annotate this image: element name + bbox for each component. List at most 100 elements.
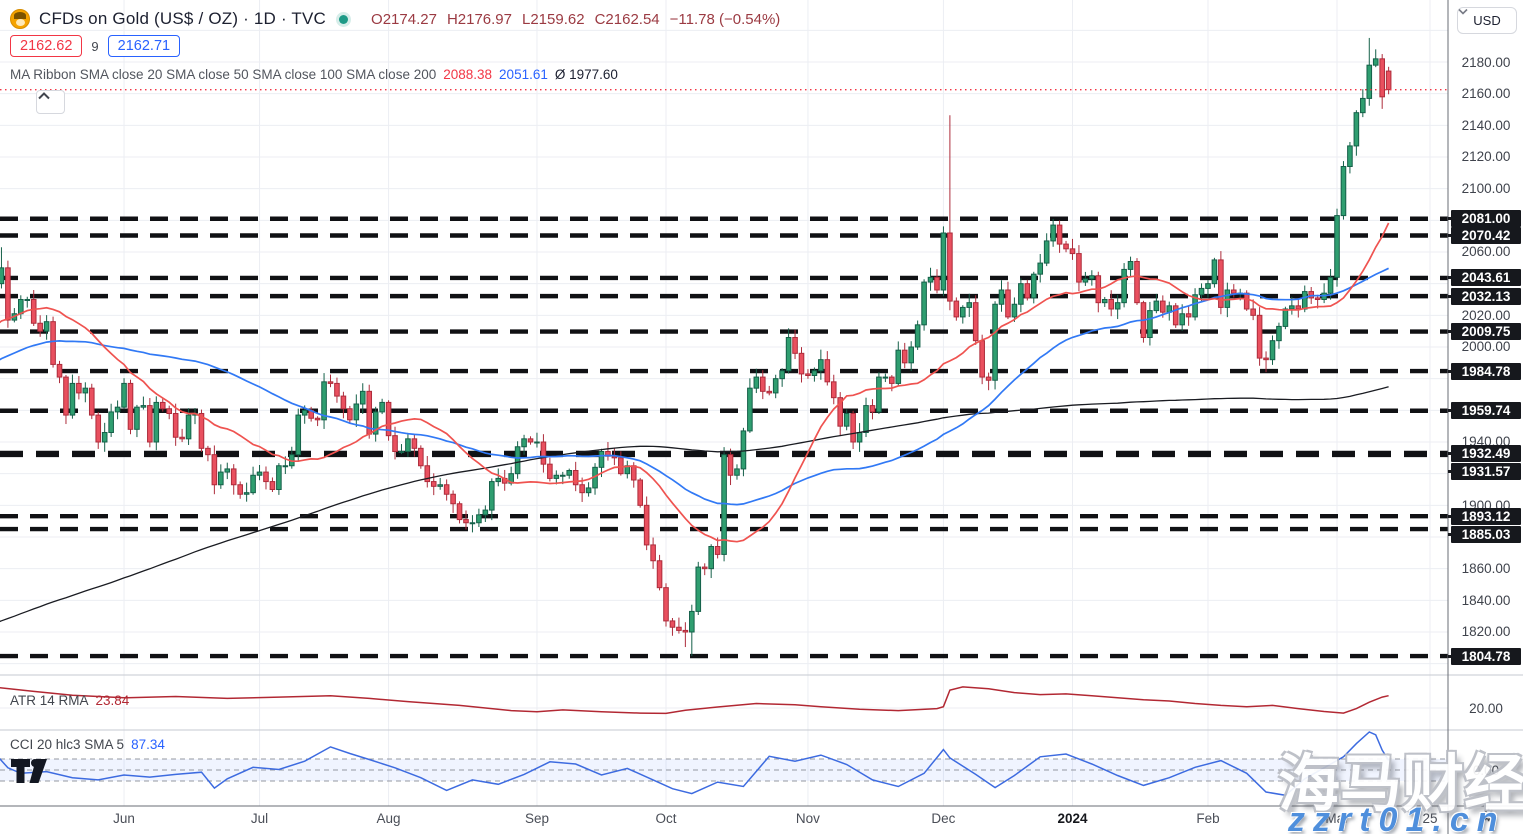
candle-down[interactable] <box>211 454 218 486</box>
cci-indicator-legend[interactable]: CCI 20 hlc3 SMA 5 87.34 <box>10 737 165 752</box>
candle-down[interactable] <box>837 397 844 427</box>
candle-up[interactable] <box>1114 302 1121 310</box>
candle-down[interactable] <box>418 447 424 467</box>
buy-ask-button[interactable]: 2162.71 <box>107 35 181 57</box>
candle-up[interactable] <box>960 306 966 318</box>
candle-down[interactable] <box>1308 291 1315 299</box>
candle-up[interactable] <box>534 441 540 444</box>
candle-up[interactable] <box>82 387 89 394</box>
candle-up[interactable] <box>224 468 231 473</box>
candle-up[interactable] <box>843 412 850 427</box>
candle-up[interactable] <box>1372 58 1379 66</box>
candle-down[interactable] <box>792 336 798 354</box>
candle-down[interactable] <box>463 519 469 524</box>
candle-up[interactable] <box>927 276 934 283</box>
candle-down[interactable] <box>237 484 243 495</box>
candle-down[interactable] <box>411 438 418 449</box>
candle-down[interactable] <box>701 566 708 570</box>
candle-down[interactable] <box>985 376 992 381</box>
candle-up[interactable] <box>321 381 327 421</box>
candle-up[interactable] <box>121 382 127 408</box>
candle-up[interactable] <box>1127 260 1134 270</box>
candle-down[interactable] <box>889 376 895 384</box>
candle-down[interactable] <box>953 300 960 318</box>
candle-up[interactable] <box>18 298 24 315</box>
candle-up[interactable] <box>779 370 785 380</box>
candle-up[interactable] <box>566 469 573 476</box>
candle-up[interactable] <box>598 450 605 468</box>
candle-down[interactable] <box>759 376 766 392</box>
candle-up[interactable] <box>243 492 250 495</box>
candle-up[interactable] <box>553 474 560 479</box>
candle-up[interactable] <box>753 376 760 389</box>
candle-down[interactable] <box>869 405 876 413</box>
candle-down[interactable] <box>430 481 437 487</box>
candle-up[interactable] <box>185 414 192 440</box>
candle-up[interactable] <box>785 336 792 372</box>
candle-down[interactable] <box>147 405 153 443</box>
candle-up[interactable] <box>1121 268 1127 304</box>
candle-down[interactable] <box>88 387 95 416</box>
candle-down[interactable] <box>172 412 179 438</box>
candle-up[interactable] <box>1030 273 1037 299</box>
candle-down[interactable] <box>347 408 353 421</box>
candle-down[interactable] <box>179 436 185 440</box>
candle-down[interactable] <box>159 401 166 410</box>
candle-up[interactable] <box>101 431 108 443</box>
candle-up[interactable] <box>43 321 50 332</box>
candle-down[interactable] <box>669 620 676 628</box>
candle-up[interactable] <box>876 376 882 413</box>
candle-down[interactable] <box>1160 300 1166 313</box>
candle-down[interactable] <box>1076 253 1082 283</box>
candle-down[interactable] <box>850 412 856 443</box>
candle-down[interactable] <box>269 481 276 490</box>
candle-down[interactable] <box>630 465 637 481</box>
candle-up[interactable] <box>1327 276 1334 294</box>
candle-down[interactable] <box>50 321 56 365</box>
candle-up[interactable] <box>295 414 302 456</box>
candle-down[interactable] <box>798 352 805 375</box>
candle-down[interactable] <box>637 479 644 506</box>
candle-up[interactable] <box>282 465 289 468</box>
ma-ribbon-legend[interactable]: MA Ribbon SMA close 20 SMA close 50 SMA … <box>10 67 618 82</box>
candle-down[interactable] <box>1295 305 1302 310</box>
candle-up[interactable] <box>818 359 824 372</box>
candle-up[interactable] <box>24 298 31 301</box>
candle-down[interactable] <box>230 468 237 486</box>
candle-up[interactable] <box>153 401 160 443</box>
candle-up[interactable] <box>882 376 889 379</box>
candle-down[interactable] <box>1108 298 1114 310</box>
candle-down[interactable] <box>901 349 908 364</box>
candle-up[interactable] <box>0 267 5 285</box>
candle-up[interactable] <box>379 401 385 413</box>
candle-down[interactable] <box>527 438 534 443</box>
candle-down[interactable] <box>443 484 450 495</box>
candle-down[interactable] <box>979 340 985 378</box>
candle-down[interactable] <box>1005 289 1011 318</box>
candle-up[interactable] <box>1347 145 1353 167</box>
candle-up[interactable] <box>1089 275 1095 280</box>
candle-down[interactable] <box>1218 259 1224 308</box>
candle-down[interactable] <box>766 390 773 394</box>
candle-down[interactable] <box>1243 292 1250 310</box>
candle-up[interactable] <box>689 610 695 633</box>
candle-down[interactable] <box>334 382 340 397</box>
candle-down[interactable] <box>1069 248 1076 255</box>
candle-down[interactable] <box>456 503 463 521</box>
candle-up[interactable] <box>1018 283 1024 305</box>
candle-up[interactable] <box>1050 224 1056 242</box>
candle-up[interactable] <box>495 477 502 483</box>
candle-up[interactable] <box>895 349 902 384</box>
candle-down[interactable] <box>1250 308 1256 316</box>
candle-down[interactable] <box>972 302 979 342</box>
sell-bid-button[interactable]: 2162.62 <box>10 35 83 57</box>
candle-down[interactable] <box>166 408 173 414</box>
candle-down[interactable] <box>805 373 811 376</box>
candle-down[interactable] <box>340 395 347 410</box>
candle-down[interactable] <box>656 560 663 589</box>
candle-up[interactable] <box>140 405 147 408</box>
candle-down[interactable] <box>663 587 669 622</box>
candle-up[interactable] <box>1192 294 1198 318</box>
candle-up[interactable] <box>1153 300 1160 312</box>
